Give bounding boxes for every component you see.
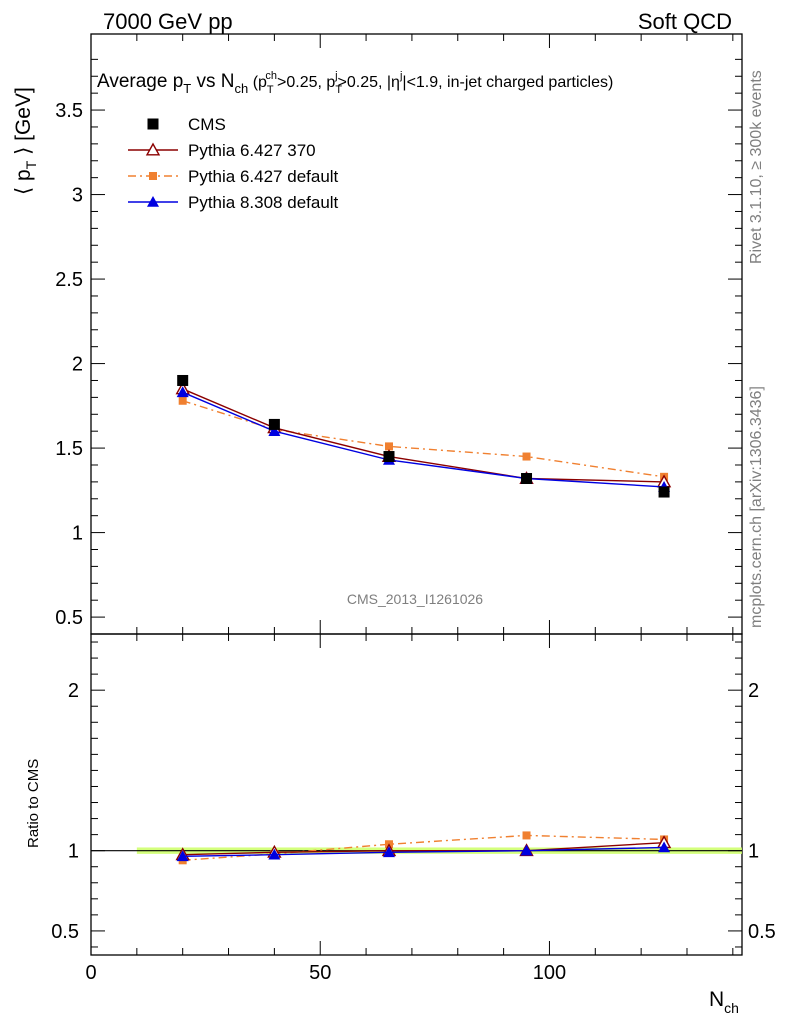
point-cms [658,486,670,498]
y-tick-label: 0.5 [55,607,83,629]
ratio-plot-frame [90,633,743,956]
legend-marker-pythia-6-427-370 [145,142,161,156]
point-pythia-8-308-default [268,425,281,436]
x-tick-label: 0 [85,962,96,984]
title-part-1: Average p [97,71,183,92]
legend: CMS Pythia 6.427 370 Pythia 6.427 default P… [128,115,339,212]
analysis-label: CMS_2013_I1261026 [347,591,483,607]
header-right: Soft QCD [638,9,732,34]
svg-text:⟨ pT ⟩ [GeV]: ⟨ pT ⟩ [GeV] [12,87,39,195]
point-cms [521,473,533,485]
title-sup-3: ch [265,70,277,82]
x-tick-label: 100 [533,962,566,984]
legend-marker-cms [147,118,159,130]
ratio-line-pythia-6-427-default [182,834,665,862]
point-pythia-6-427-default [522,452,531,461]
ratio-point-pythia-8-308-default [658,841,671,853]
main-series [175,374,672,498]
y-tick-label: 2 [72,354,83,376]
ratio-y-label: Ratio to CMS [25,759,42,848]
legend-marker-pythia-6-427-default [149,172,157,180]
main-y-ticks: 0.5 1 1.5 2 2.5 3 3.5 [55,58,742,629]
ratio-tick-label-left: 1 [68,841,79,863]
title-part-6: |<1.9, in-jet charged particles) [402,74,613,91]
ratio-tick-label-left: 2 [68,680,79,702]
y-tick-label: 3 [72,185,83,207]
ratio-tick-label-right: 2 [748,680,759,702]
series-line-pythia-6-427-default [182,400,665,478]
ratio-tick-label-right: 0.5 [748,921,776,943]
ratio-point-pythia-8-308-default [382,846,395,858]
header-left: 7000 GeV pp [103,9,233,34]
title-part-2: vs N [191,71,234,92]
plot-title: Average pT vs Nch (pTch>0.25, pTj>0.25, … [97,70,613,96]
title-part-5: >0.25, |η [338,74,400,91]
rivet-label: Rivet 3.1.10, ≥ 300k events [748,70,765,264]
title-sub-1: T [183,81,191,96]
point-cms [268,418,280,430]
legend-marker-pythia-8-308-default [147,196,159,207]
ratio-tick-label-right: 1 [748,841,759,863]
y-tick-label: 1.5 [55,438,83,460]
ratio-tick-label-left: 0.5 [51,921,79,943]
ratio-point-pythia-6-427-default [522,831,531,840]
title-sup-4: j [334,70,337,82]
y-tick-label: 3.5 [55,100,83,122]
legend-label-pythia-6-427-default: Pythia 6.427 default [188,167,339,186]
title-sub-3: T [267,84,274,96]
y-tick-label: 1 [72,523,83,545]
x-tick-label: 50 [309,962,331,984]
title-sub-4: T [335,84,342,96]
title-sub-2: ch [235,81,249,96]
ratio-point-pythia-8-308-default [520,844,533,856]
point-cms [177,374,189,386]
series-line-pythia-6-427-370 [182,388,665,483]
point-pythia-8-308-default [176,386,189,398]
x-axis-label: Nch [709,988,739,1016]
point-cms [383,451,395,463]
legend-label-cms: CMS [188,115,226,134]
mcplots-label: mcplots.cern.ch [arXiv:1306.3436] [748,386,765,628]
legend-label-pythia-6-427-370: Pythia 6.427 370 [188,141,316,160]
ratio-series [175,831,672,865]
title-sup-5: j [399,70,402,82]
x-ticks: 0 50 100 [85,34,734,984]
legend-label-pythia-8-308-default: Pythia 8.308 default [188,193,339,212]
ratio-point-pythia-8-308-default [268,848,281,860]
ratio-y-ticks: 0.5 0.5 1 1 2 2 [51,641,776,948]
title-part-3: (p [248,74,267,91]
point-pythia-6-427-default [178,396,187,405]
ratio-point-pythia-8-308-default [176,850,189,862]
series-line-pythia-8-308-default [182,391,665,488]
title-part-4: >0.25, p [277,74,335,91]
y-tick-label: 2.5 [55,269,83,291]
y-axis-label: ⟨ pT ⟩ [GeV] [12,87,39,195]
point-pythia-6-427-default [384,442,393,451]
